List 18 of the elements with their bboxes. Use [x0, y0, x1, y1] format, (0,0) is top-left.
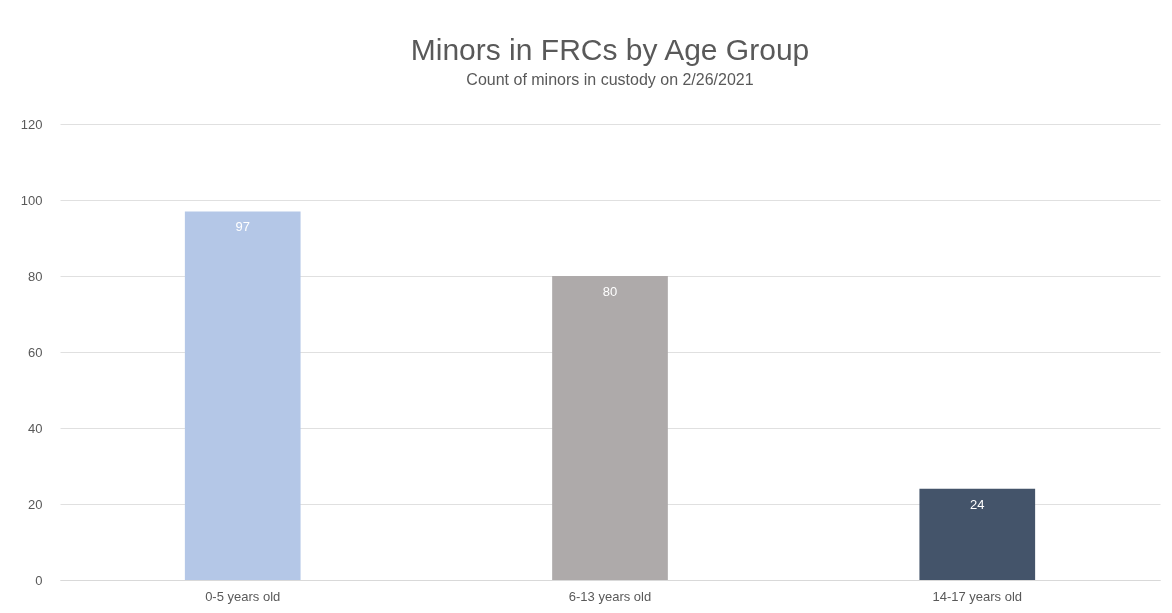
bar: [552, 276, 668, 580]
data-label: 97: [235, 219, 250, 235]
y-tick-label: 120: [20, 116, 43, 132]
y-tick-label: 80: [28, 268, 43, 284]
y-tick-label: 60: [28, 344, 43, 360]
y-tick-label: 40: [28, 420, 43, 436]
chart-title: Minors in FRCs by Age Group: [410, 33, 810, 66]
x-tick-label: 0-5 years old: [205, 588, 281, 604]
data-label: 80: [602, 284, 618, 299]
x-tick-label: 14-17 years old: [932, 588, 1023, 604]
x-tick-label: 6-13 years old: [568, 588, 652, 604]
bar: [919, 488, 1036, 580]
y-tick-label: 0: [35, 572, 43, 588]
y-tick-label: 20: [28, 496, 43, 512]
chart-subtitle: Count of minors in custody on 2/26/2021: [466, 71, 754, 88]
data-label: 24: [970, 496, 985, 512]
bar: [184, 211, 301, 580]
y-tick-label: 100: [20, 192, 43, 208]
